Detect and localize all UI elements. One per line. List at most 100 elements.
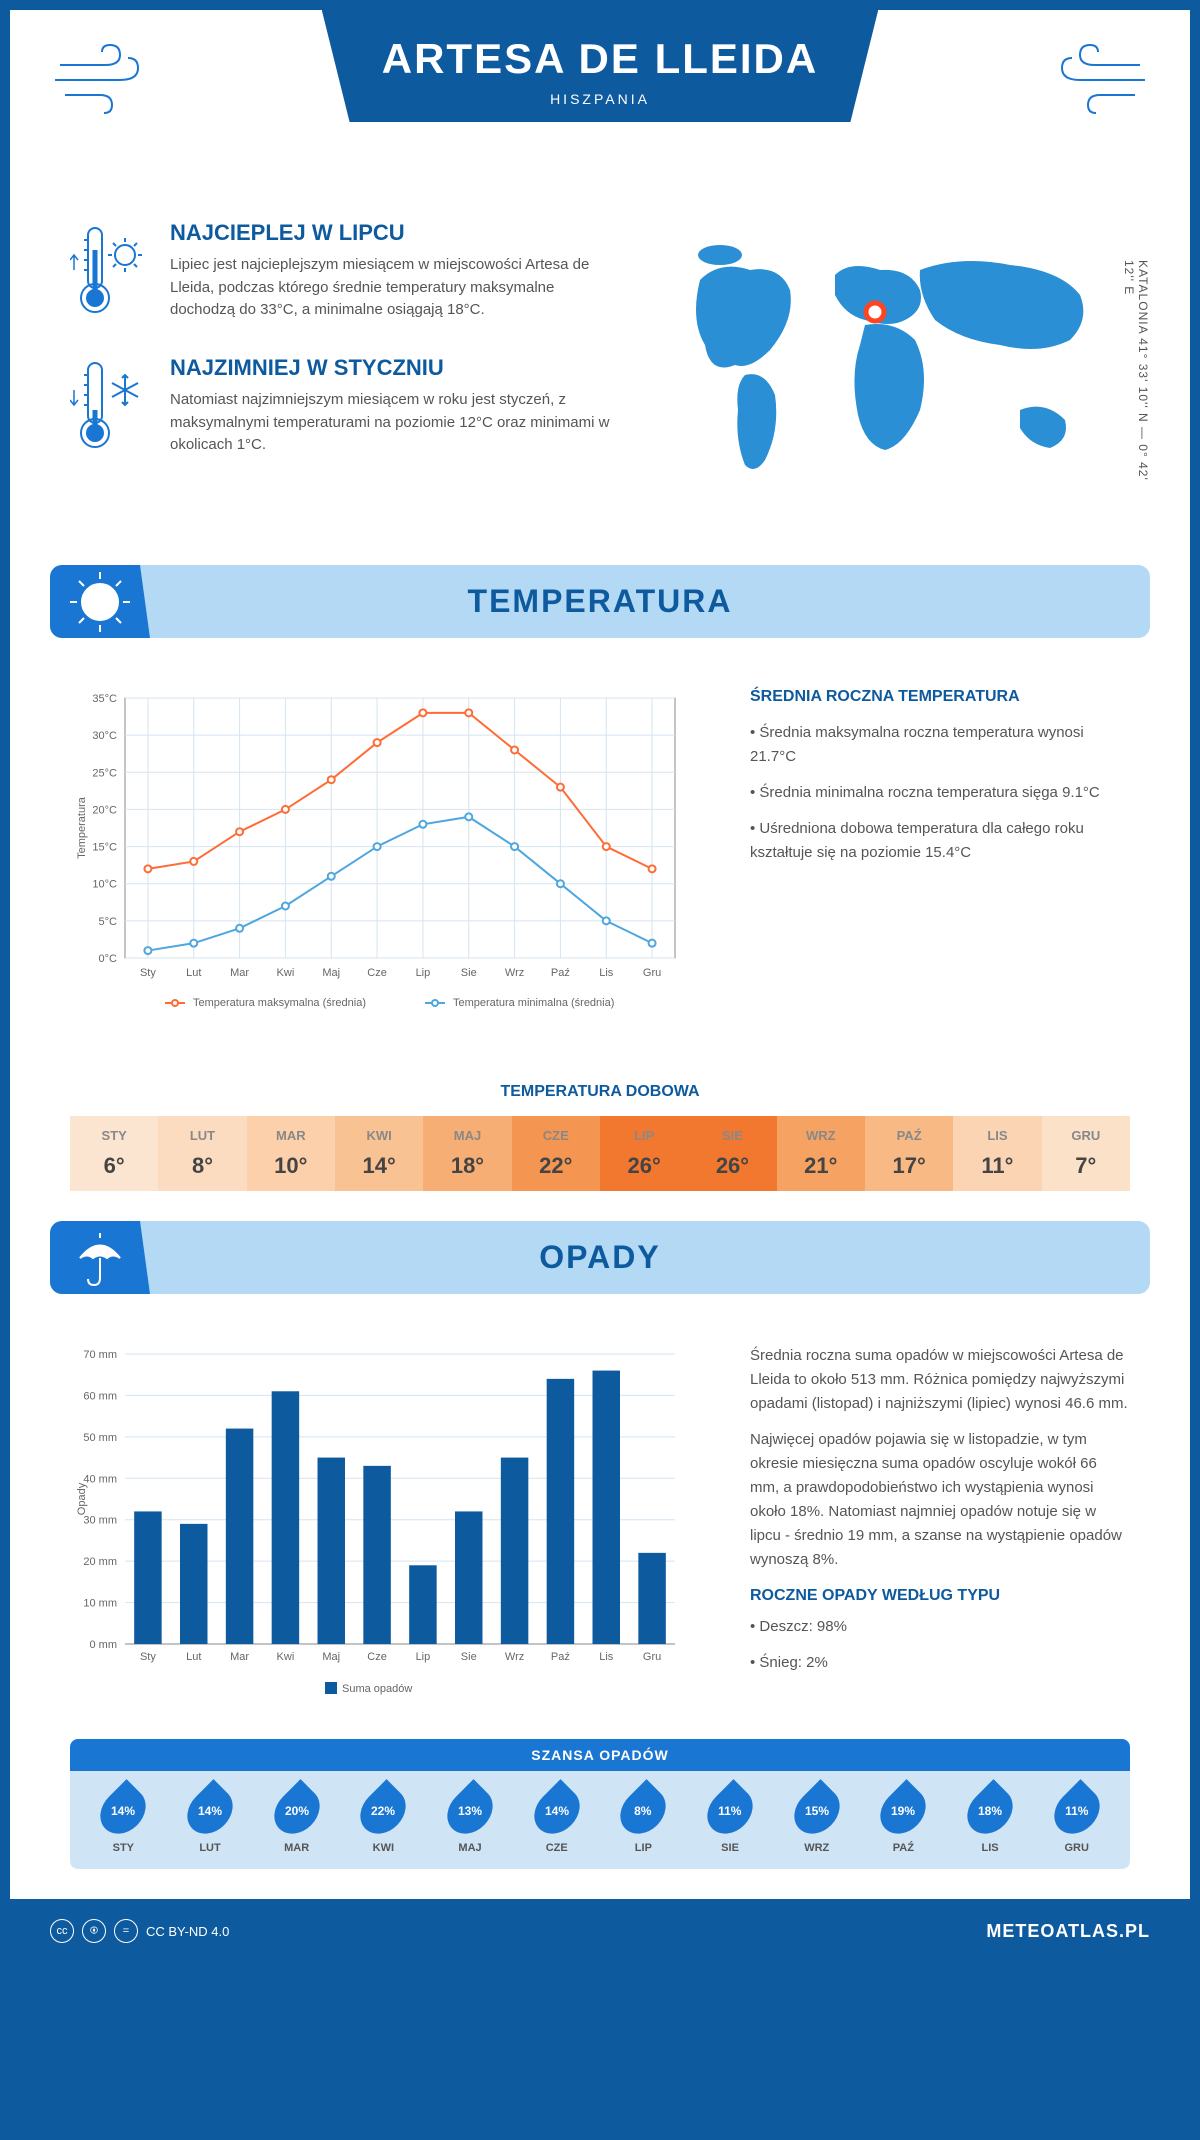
daily-temp-value: 26°: [600, 1153, 688, 1179]
daily-cell: MAR10°: [247, 1116, 335, 1191]
chance-month-label: GRU: [1033, 1842, 1120, 1854]
daily-cell: STY6°: [70, 1116, 158, 1191]
svg-text:30°C: 30°C: [92, 730, 117, 742]
daily-temp-value: 14°: [335, 1153, 423, 1179]
daily-temp-value: 17°: [865, 1153, 953, 1179]
temperature-section: 0°C5°C10°C15°C20°C25°C30°C35°CStyLutMarK…: [10, 658, 1190, 1063]
chance-value: 15%: [805, 1804, 829, 1818]
header: ARTESA DE LLEIDA HISZPANIA: [10, 10, 1190, 190]
coordinates-text: KATALONIA 41° 33' 10'' N — 0° 42' 12'' E: [1122, 260, 1150, 505]
chance-drops-row: 14%STY14%LUT20%MAR22%KWI13%MAJ14%CZE8%LI…: [70, 1771, 1130, 1869]
daily-month-label: MAJ: [423, 1128, 511, 1143]
daily-temp-value: 18°: [423, 1153, 511, 1179]
precip-paragraph-2: Najwięcej opadów pojawia się w listopadz…: [750, 1428, 1130, 1572]
cold-fact-title: NAJZIMNIEJ W STYCZNIU: [170, 355, 610, 381]
intro-section: NAJCIEPLEJ W LIPCU Lipiec jest najcieple…: [10, 190, 1190, 545]
chance-month-label: MAR: [253, 1842, 340, 1854]
svg-text:Temperatura: Temperatura: [76, 796, 88, 859]
svg-text:50 mm: 50 mm: [83, 1432, 117, 1444]
drop-icon: 20%: [265, 1779, 329, 1843]
world-map-icon: [650, 220, 1130, 500]
svg-text:20 mm: 20 mm: [83, 1556, 117, 1568]
svg-text:Sie: Sie: [461, 967, 477, 979]
drop-icon: 14%: [178, 1779, 242, 1843]
svg-text:Wrz: Wrz: [505, 1651, 524, 1663]
chance-value: 11%: [718, 1804, 741, 1818]
daily-cell: SIE26°: [688, 1116, 776, 1191]
daily-cell: LIP 26°: [600, 1116, 688, 1191]
svg-text:Maj: Maj: [322, 1651, 340, 1663]
hot-fact-text: Lipiec jest najcieplejszym miesiącem w m…: [170, 254, 610, 322]
precipitation-text: Średnia roczna suma opadów w miejscowośc…: [750, 1344, 1130, 1709]
svg-text:Kwi: Kwi: [277, 1651, 295, 1663]
temperature-summary: ŚREDNIA ROCZNA TEMPERATURA • Średnia mak…: [750, 688, 1130, 1033]
temp-summary-title: ŚREDNIA ROCZNA TEMPERATURA: [750, 688, 1130, 706]
chance-header: SZANSA OPADÓW: [70, 1739, 1130, 1771]
drop-icon: 19%: [872, 1779, 936, 1843]
svg-text:Wrz: Wrz: [505, 967, 524, 979]
daily-temp-value: 21°: [777, 1153, 865, 1179]
intro-facts: NAJCIEPLEJ W LIPCU Lipiec jest najcieple…: [70, 220, 610, 505]
chance-month-label: PAŹ: [860, 1842, 947, 1854]
cold-fact-content: NAJZIMNIEJ W STYCZNIU Natomiast najzimni…: [170, 355, 610, 460]
precip-types-title: ROCZNE OPADY WEDŁUG TYPU: [750, 1587, 1130, 1605]
hot-fact-content: NAJCIEPLEJ W LIPCU Lipiec jest najcieple…: [170, 220, 610, 325]
daily-month-label: LIP: [600, 1128, 688, 1143]
chance-month-label: MAJ: [427, 1842, 514, 1854]
chance-value: 20%: [285, 1804, 309, 1818]
chance-month-label: KWI: [340, 1842, 427, 1854]
temp-summary-item: • Średnia minimalna roczna temperatura s…: [750, 781, 1130, 805]
chance-cell: 15% WRZ: [773, 1786, 860, 1854]
chance-value: 8%: [635, 1804, 652, 1818]
daily-month-label: PAŹ: [865, 1128, 953, 1143]
chance-month-label: WRZ: [773, 1842, 860, 1854]
license-text: CC BY-ND 4.0: [146, 1924, 229, 1939]
daily-month-label: MAR: [247, 1128, 335, 1143]
thermometer-cold-icon: [70, 355, 150, 460]
svg-text:25°C: 25°C: [92, 767, 117, 779]
svg-text:Suma opadów: Suma opadów: [342, 1683, 412, 1695]
daily-temp-value: 26°: [688, 1153, 776, 1179]
precipitation-section-header: OPADY: [50, 1221, 1150, 1294]
svg-text:40 mm: 40 mm: [83, 1473, 117, 1485]
chance-month-label: SIE: [687, 1842, 774, 1854]
by-icon: 🅯: [82, 1919, 106, 1943]
daily-temp-value: 22°: [512, 1153, 600, 1179]
temp-summary-item: • Uśredniona dobowa temperatura dla całe…: [750, 817, 1130, 865]
chance-cell: 8% LIP: [600, 1786, 687, 1854]
chance-month-label: LIS: [947, 1842, 1034, 1854]
chance-month-label: STY: [80, 1842, 167, 1854]
cold-fact: NAJZIMNIEJ W STYCZNIU Natomiast najzimni…: [70, 355, 610, 460]
daily-cell: LIS11°: [953, 1116, 1041, 1191]
temp-summary-item: • Średnia maksymalna roczna temperatura …: [750, 721, 1130, 769]
svg-text:Lis: Lis: [599, 1651, 614, 1663]
temperature-line-chart: 0°C5°C10°C15°C20°C25°C30°C35°CStyLutMarK…: [70, 688, 690, 1028]
svg-text:Gru: Gru: [643, 967, 661, 979]
svg-text:5°C: 5°C: [99, 916, 118, 928]
svg-text:0°C: 0°C: [99, 953, 118, 965]
chance-value: 11%: [1065, 1804, 1088, 1818]
chance-month-label: CZE: [513, 1842, 600, 1854]
drop-icon: 22%: [352, 1779, 416, 1843]
svg-text:0 mm: 0 mm: [90, 1639, 118, 1651]
drop-icon: 13%: [438, 1779, 502, 1843]
chance-month-label: LIP: [600, 1842, 687, 1854]
daily-temp-value: 8°: [158, 1153, 246, 1179]
svg-text:Lip: Lip: [416, 1651, 431, 1663]
svg-text:Lis: Lis: [599, 967, 614, 979]
chance-value: 22%: [371, 1804, 395, 1818]
svg-text:Lip: Lip: [416, 967, 431, 979]
svg-text:10 mm: 10 mm: [83, 1598, 117, 1610]
footer-site: METEOATLAS.PL: [986, 1921, 1150, 1942]
daily-temp-value: 11°: [953, 1153, 1041, 1179]
temperature-section-header: TEMPERATURA: [50, 565, 1150, 638]
chance-cell: 11% GRU: [1033, 1786, 1120, 1854]
umbrella-icon: [50, 1221, 150, 1294]
drop-icon: 15%: [785, 1779, 849, 1843]
daily-temp-value: 7°: [1042, 1153, 1130, 1179]
daily-month-label: WRZ: [777, 1128, 865, 1143]
precip-section-title: OPADY: [50, 1239, 1150, 1276]
svg-text:Sie: Sie: [461, 1651, 477, 1663]
svg-text:70 mm: 70 mm: [83, 1349, 117, 1361]
daily-month-label: GRU: [1042, 1128, 1130, 1143]
